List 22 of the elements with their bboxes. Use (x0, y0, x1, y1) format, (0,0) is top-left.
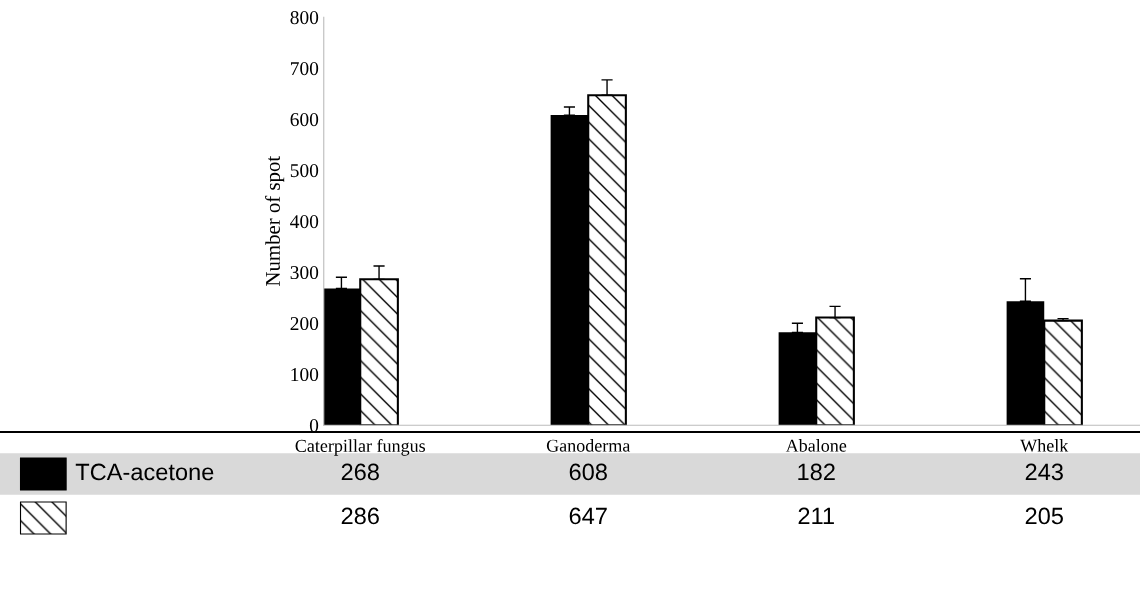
y-tick-label: 800 (290, 11, 319, 25)
data-label: 608 (569, 463, 607, 481)
y-tick-label: 600 (290, 113, 319, 127)
y-tick-label: 500 (290, 164, 319, 178)
data-label: 211 (798, 507, 834, 525)
data-label: 268 (341, 463, 379, 481)
x-tick-label: Whelk (1020, 439, 1069, 452)
data-label: 205 (1025, 507, 1063, 525)
y-tick-label: 200 (290, 317, 319, 331)
data-label: 243 (1025, 463, 1063, 481)
y-tick-label: 100 (291, 368, 319, 382)
legend-label: TCA-acetone (75, 463, 214, 481)
y-tick-label: 700 (291, 62, 319, 76)
y-axis-title: Number of spot (265, 155, 285, 286)
data-label: 182 (798, 463, 835, 481)
x-tick-label: Ganoderma (546, 439, 631, 452)
x-tick-label: Abalone (785, 439, 847, 452)
x-tick-label: Caterpillar fungus (295, 439, 426, 456)
y-tick-label: 300 (290, 266, 319, 280)
data-label: 647 (569, 507, 607, 525)
y-tick-label: 400 (290, 215, 319, 229)
data-label: 286 (341, 507, 379, 525)
